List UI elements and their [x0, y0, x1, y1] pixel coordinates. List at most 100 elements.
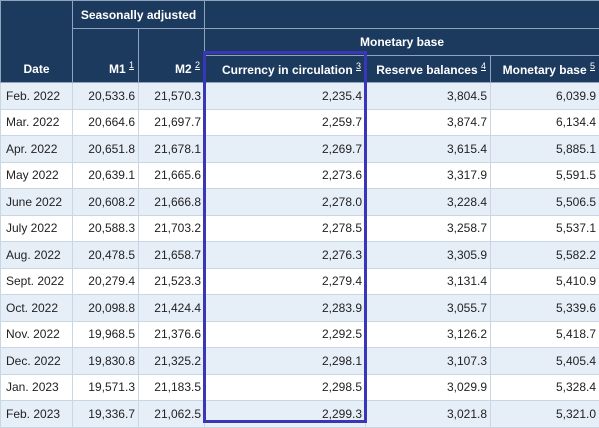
- cell-m2: 21,658.7: [139, 242, 205, 269]
- cell-date: June 2022: [1, 189, 73, 216]
- cell-currency: 2,292.5: [205, 321, 366, 348]
- cell-date: Dec. 2022: [1, 348, 73, 375]
- cell-m1: 20,639.1: [73, 162, 139, 189]
- m2-column-header: M2 2: [139, 29, 205, 83]
- cell-currency: 2,276.3: [205, 242, 366, 269]
- cell-base: 5,321.0: [491, 401, 599, 428]
- cell-date: Apr. 2022: [1, 136, 73, 163]
- currency-footnote-link[interactable]: 3: [356, 61, 361, 71]
- cell-base: 5,506.5: [491, 189, 599, 216]
- cell-reserve: 3,804.5: [366, 83, 491, 110]
- cell-m1: 20,608.2: [73, 189, 139, 216]
- cell-reserve: 3,131.4: [366, 268, 491, 295]
- cell-currency: 2,278.0: [205, 189, 366, 216]
- seasonally-adjusted-label: Seasonally adjusted: [81, 8, 196, 22]
- cell-m1: 20,478.5: [73, 242, 139, 269]
- cell-base: 5,418.7: [491, 321, 599, 348]
- cell-base: 5,405.4: [491, 348, 599, 375]
- monetary-base-group-label: Monetary base: [360, 35, 444, 49]
- cell-base: 6,039.9: [491, 83, 599, 110]
- monetary-base-group-header: Monetary base: [205, 29, 599, 56]
- cell-m2: 21,183.5: [139, 374, 205, 401]
- cell-date: July 2022: [1, 215, 73, 242]
- monetary-base-label: Monetary base: [503, 63, 587, 77]
- monetary-base-column-header: Monetary base 5: [491, 56, 599, 83]
- cell-date: Oct. 2022: [1, 295, 73, 322]
- m1-column-header: M1 1: [73, 29, 139, 83]
- cell-reserve: 3,615.4: [366, 136, 491, 163]
- cell-date: May 2022: [1, 162, 73, 189]
- reserve-footnote-link[interactable]: 4: [481, 61, 486, 71]
- cell-reserve: 3,305.9: [366, 242, 491, 269]
- currency-label: Currency in circulation: [222, 63, 353, 77]
- cell-m2: 21,697.7: [139, 109, 205, 136]
- cell-m2: 21,666.8: [139, 189, 205, 216]
- reserve-label: Reserve balances: [376, 63, 477, 77]
- cell-currency: 2,299.3: [205, 401, 366, 428]
- cell-currency: 2,279.4: [205, 268, 366, 295]
- cell-m2: 21,424.4: [139, 295, 205, 322]
- header-spacer: [205, 1, 599, 29]
- cell-m1: 20,651.8: [73, 136, 139, 163]
- cell-base: 5,328.4: [491, 374, 599, 401]
- reserve-column-header: Reserve balances 4: [366, 56, 491, 83]
- cell-date: Nov. 2022: [1, 321, 73, 348]
- cell-date: Aug. 2022: [1, 242, 73, 269]
- cell-currency: 2,298.1: [205, 348, 366, 375]
- cell-m1: 20,098.8: [73, 295, 139, 322]
- cell-base: 5,591.5: [491, 162, 599, 189]
- cell-reserve: 3,874.7: [366, 109, 491, 136]
- cell-date: Feb. 2022: [1, 83, 73, 110]
- cell-currency: 2,269.7: [205, 136, 366, 163]
- date-header-label: Date: [23, 62, 49, 76]
- date-column-header: Date: [1, 1, 73, 83]
- cell-reserve: 3,029.9: [366, 374, 491, 401]
- cell-m1: 20,279.4: [73, 268, 139, 295]
- cell-currency: 2,273.6: [205, 162, 366, 189]
- cell-m1: 19,336.7: [73, 401, 139, 428]
- cell-reserve: 3,126.2: [366, 321, 491, 348]
- cell-currency: 2,298.5: [205, 374, 366, 401]
- cell-m2: 21,678.1: [139, 136, 205, 163]
- cell-date: Jan. 2023: [1, 374, 73, 401]
- cell-base: 5,885.1: [491, 136, 599, 163]
- cell-date: Feb. 2023: [1, 401, 73, 428]
- cell-m2: 21,376.6: [139, 321, 205, 348]
- monetary-base-footnote-link[interactable]: 5: [590, 61, 595, 71]
- cell-currency: 2,278.5: [205, 215, 366, 242]
- cell-currency: 2,235.4: [205, 83, 366, 110]
- m1-footnote-link[interactable]: 1: [129, 60, 134, 70]
- cell-m1: 19,968.5: [73, 321, 139, 348]
- cell-m2: 21,703.2: [139, 215, 205, 242]
- cell-m2: 21,062.5: [139, 401, 205, 428]
- cell-m1: 20,588.3: [73, 215, 139, 242]
- cell-reserve: 3,107.3: [366, 348, 491, 375]
- table-header: Date Seasonally adjusted M1 1 M2 2 Monet…: [1, 1, 599, 83]
- cell-reserve: 3,021.8: [366, 401, 491, 428]
- m1-label: M1: [109, 62, 126, 76]
- cell-m1: 20,664.6: [73, 109, 139, 136]
- cell-reserve: 3,317.9: [366, 162, 491, 189]
- cell-m2: 21,325.2: [139, 348, 205, 375]
- m2-footnote-link[interactable]: 2: [195, 60, 200, 70]
- cell-base: 5,339.6: [491, 295, 599, 322]
- cell-m1: 19,830.8: [73, 348, 139, 375]
- cell-base: 5,410.9: [491, 268, 599, 295]
- seasonally-adjusted-header: Seasonally adjusted: [73, 1, 205, 29]
